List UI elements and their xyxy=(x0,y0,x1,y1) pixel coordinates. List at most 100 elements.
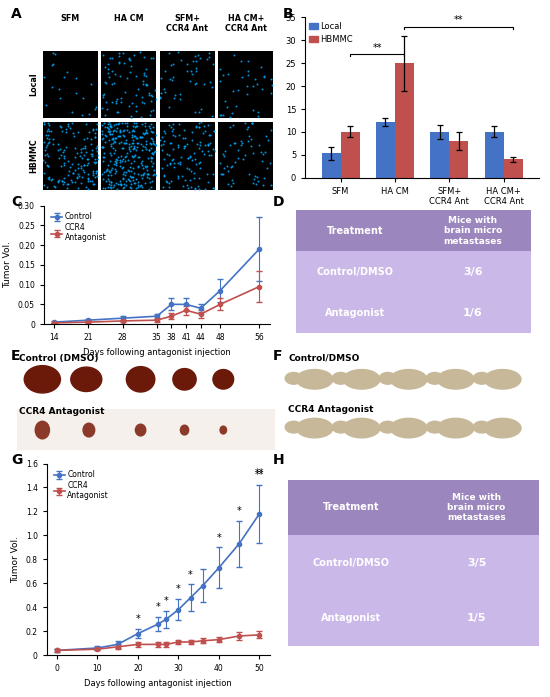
Point xyxy=(145,183,153,194)
Point xyxy=(183,59,192,70)
Point xyxy=(188,135,196,146)
Text: *: * xyxy=(156,602,161,612)
Point xyxy=(123,148,131,159)
Point xyxy=(186,181,195,192)
Point xyxy=(86,134,95,145)
Point xyxy=(168,125,177,137)
Point xyxy=(147,152,156,163)
Point xyxy=(93,170,102,181)
Point xyxy=(87,176,96,187)
Y-axis label: Tumor Vol.: Tumor Vol. xyxy=(11,536,20,583)
Point xyxy=(141,79,150,90)
Point xyxy=(161,176,170,187)
Point xyxy=(146,143,155,154)
Point xyxy=(116,154,125,165)
X-axis label: Days following antagonist injection: Days following antagonist injection xyxy=(84,679,232,688)
Point xyxy=(207,150,216,161)
Point xyxy=(130,142,139,153)
Point xyxy=(148,91,157,102)
Point xyxy=(76,146,85,158)
Point xyxy=(49,134,58,145)
Point xyxy=(109,158,118,169)
Point xyxy=(59,147,68,158)
Point xyxy=(249,174,258,185)
Point xyxy=(130,49,139,61)
Point xyxy=(77,144,86,155)
Point xyxy=(50,49,59,60)
Point xyxy=(59,178,68,189)
Point xyxy=(88,124,97,135)
Point xyxy=(70,142,79,153)
Point xyxy=(115,47,124,59)
Point xyxy=(92,141,101,152)
Point xyxy=(144,168,152,179)
Point xyxy=(186,75,195,86)
Point xyxy=(173,46,182,57)
Point xyxy=(68,118,77,129)
Point xyxy=(114,118,123,129)
Point xyxy=(112,177,120,188)
Point xyxy=(91,156,100,167)
Point xyxy=(196,137,205,148)
Text: 1/5: 1/5 xyxy=(467,613,486,623)
Point xyxy=(163,148,172,160)
Point xyxy=(227,180,235,191)
Point xyxy=(167,176,176,187)
Point xyxy=(141,121,150,132)
Point xyxy=(139,78,148,89)
Point xyxy=(102,77,111,89)
Point xyxy=(103,164,112,175)
Point xyxy=(108,137,117,148)
Text: Control/DMSO: Control/DMSO xyxy=(289,354,360,363)
Point xyxy=(161,66,169,77)
Bar xyxy=(430,132,449,178)
Point xyxy=(140,141,149,153)
Point xyxy=(128,132,136,143)
Point xyxy=(56,149,65,160)
Point xyxy=(132,105,141,116)
Point xyxy=(199,128,208,139)
Point xyxy=(258,155,267,167)
Point xyxy=(133,132,142,144)
Point xyxy=(124,52,133,63)
Point xyxy=(122,176,131,187)
Point xyxy=(41,144,50,155)
Point xyxy=(233,153,242,164)
Point xyxy=(82,118,91,129)
Point xyxy=(123,154,132,165)
Point xyxy=(174,172,183,183)
Point xyxy=(104,124,113,135)
Ellipse shape xyxy=(437,369,474,389)
Point xyxy=(121,134,130,145)
Point xyxy=(257,84,266,95)
Point xyxy=(244,70,253,81)
Point xyxy=(259,71,268,82)
Point xyxy=(62,66,71,77)
Text: SFM+
CCR4 Ant: SFM+ CCR4 Ant xyxy=(167,14,208,33)
Point xyxy=(74,158,82,169)
Point xyxy=(141,177,150,188)
Point xyxy=(165,74,174,85)
Text: Control/DMSO: Control/DMSO xyxy=(317,267,394,277)
Point xyxy=(93,146,102,157)
Point xyxy=(39,136,48,147)
Point xyxy=(180,175,189,186)
FancyBboxPatch shape xyxy=(296,252,531,292)
Point xyxy=(148,122,157,133)
Point xyxy=(103,63,112,75)
Point xyxy=(120,155,129,167)
Point xyxy=(215,157,224,168)
Point xyxy=(173,139,182,151)
Point xyxy=(106,52,114,63)
Point xyxy=(123,125,132,136)
Point xyxy=(60,158,69,169)
Point xyxy=(131,183,140,194)
Point xyxy=(257,146,266,158)
Point xyxy=(126,182,135,193)
Point xyxy=(168,71,177,82)
Point xyxy=(136,169,145,181)
Point xyxy=(148,126,157,137)
Point xyxy=(120,179,129,190)
Point xyxy=(200,139,209,151)
Point xyxy=(210,146,219,157)
